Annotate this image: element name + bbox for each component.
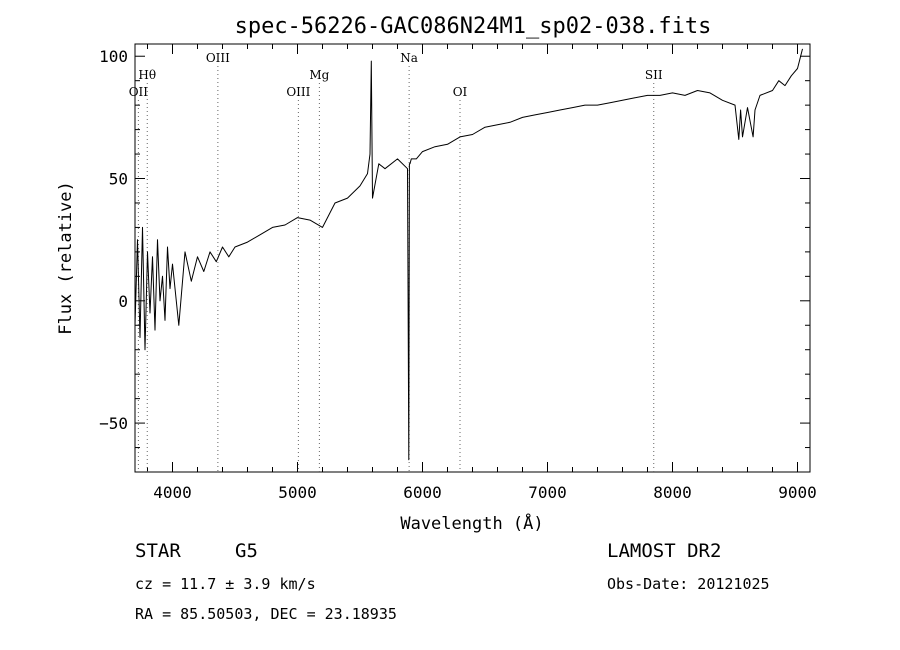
object-subclass: G5 bbox=[235, 540, 258, 562]
line-marker-label: SII bbox=[645, 68, 663, 82]
object-class: STAR bbox=[135, 540, 181, 562]
y-axis-label: Flux (relative) bbox=[56, 181, 76, 335]
major-ticks bbox=[135, 44, 810, 472]
x-tick-label: 5000 bbox=[278, 483, 317, 502]
spectrum-line bbox=[134, 48, 803, 461]
coordinates: RA = 85.50503, DEC = 23.18935 bbox=[135, 605, 397, 623]
redshift-velocity: cz = 11.7 ± 3.9 km/s bbox=[135, 575, 316, 593]
line-marker-label: OIII bbox=[206, 51, 230, 65]
line-marker-label: Na bbox=[400, 51, 418, 65]
x-tick-label: 7000 bbox=[528, 483, 567, 502]
y-tick-labels: −50 0 50 100 bbox=[99, 47, 128, 433]
y-tick-label: 0 bbox=[118, 292, 128, 311]
y-tick-label: −50 bbox=[99, 414, 128, 433]
line-marker-label: OI bbox=[453, 85, 468, 99]
survey-name: LAMOST DR2 bbox=[607, 540, 722, 562]
emission-line-markers: OII Hθ OIII OIII Mg Na OI SII bbox=[129, 51, 663, 472]
observation-date: Obs-Date: 20121025 bbox=[607, 575, 770, 593]
y-tick-label: 50 bbox=[109, 170, 128, 189]
x-tick-label: 9000 bbox=[778, 483, 817, 502]
minor-ticks bbox=[135, 44, 810, 472]
x-axis-label: Wavelength (Å) bbox=[400, 512, 543, 534]
plot-frame bbox=[134, 43, 811, 473]
x-tick-label: 6000 bbox=[403, 483, 442, 502]
y-tick-label: 100 bbox=[99, 47, 128, 66]
line-marker-label: OIII bbox=[286, 85, 310, 99]
x-tick-labels: 4000 5000 6000 7000 8000 9000 bbox=[153, 483, 817, 502]
x-tick-label: 4000 bbox=[153, 483, 192, 502]
x-tick-label: 8000 bbox=[653, 483, 692, 502]
line-marker-label: OII bbox=[129, 85, 149, 99]
line-marker-label: Hθ bbox=[138, 68, 156, 82]
line-marker-label: Mg bbox=[309, 68, 329, 82]
chart-title: spec-56226-GAC086N24M1_sp02-038.fits bbox=[235, 14, 712, 39]
